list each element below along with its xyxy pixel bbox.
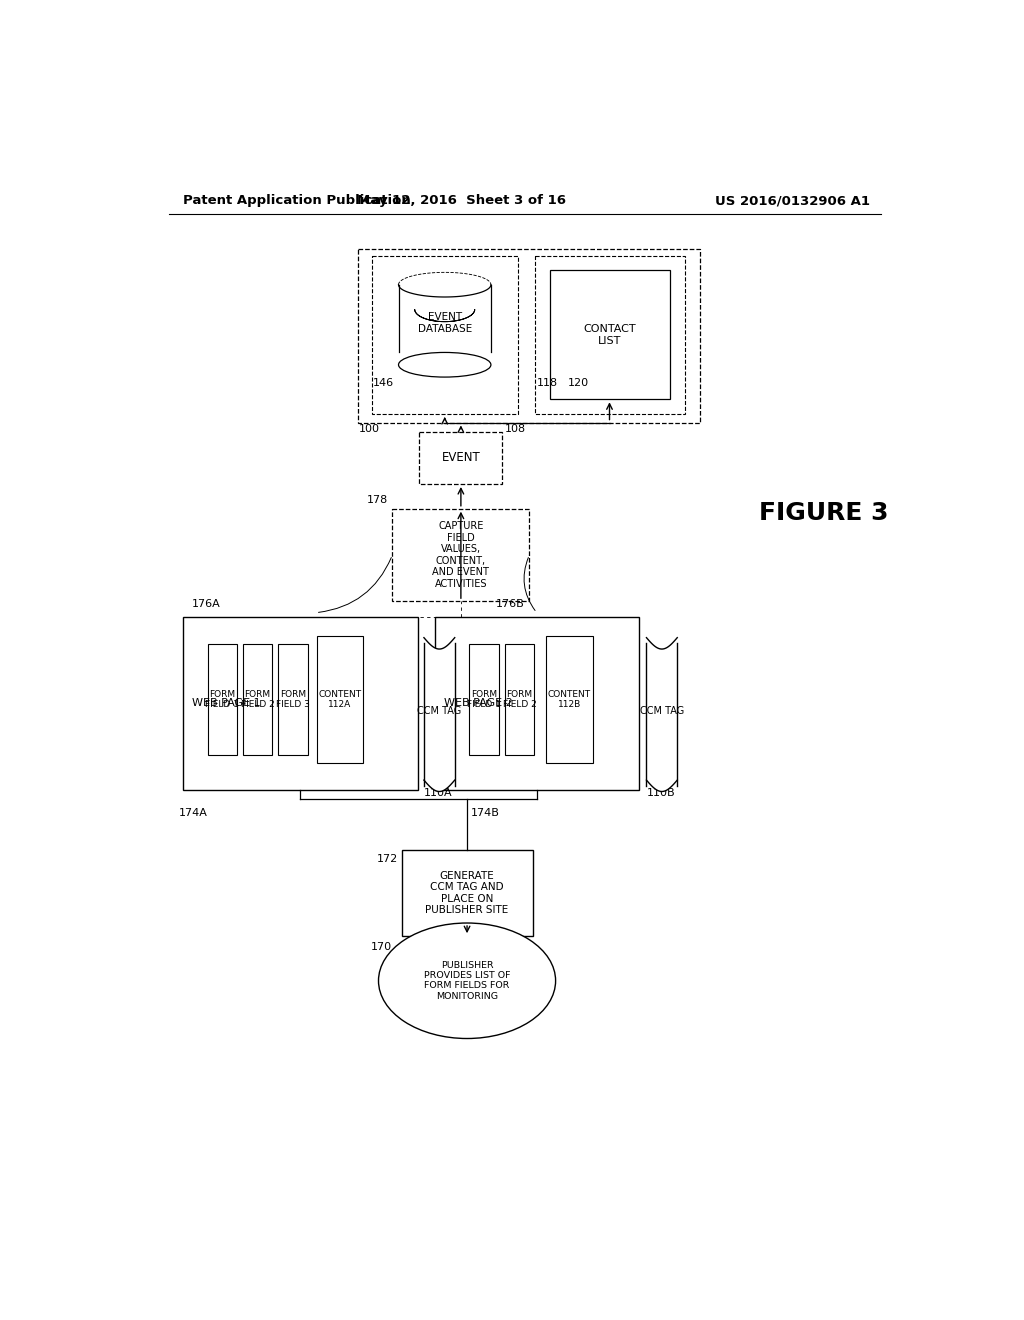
Text: 118: 118 bbox=[537, 378, 557, 388]
Bar bbox=[505, 644, 535, 755]
Text: EVENT: EVENT bbox=[441, 451, 480, 465]
Text: 176B: 176B bbox=[497, 599, 525, 609]
Bar bbox=[243, 644, 272, 755]
Bar bbox=[279, 644, 307, 755]
Bar bbox=[469, 644, 499, 755]
Text: EVENT
DATABASE: EVENT DATABASE bbox=[418, 313, 472, 334]
Bar bbox=[435, 616, 639, 789]
Text: Patent Application Publication: Patent Application Publication bbox=[183, 194, 411, 207]
Bar bbox=[208, 644, 237, 755]
Bar bbox=[392, 508, 529, 601]
Text: FORM
FIELD 1: FORM FIELD 1 bbox=[467, 689, 501, 709]
Bar bbox=[357, 249, 700, 422]
Text: FORM
FIELD 2: FORM FIELD 2 bbox=[241, 689, 274, 709]
Polygon shape bbox=[415, 309, 475, 322]
Bar bbox=[183, 616, 418, 789]
Text: PUBLISHER
PROVIDES LIST OF
FORM FIELDS FOR
MONITORING: PUBLISHER PROVIDES LIST OF FORM FIELDS F… bbox=[424, 961, 510, 1001]
Text: CCM TAG: CCM TAG bbox=[417, 706, 462, 715]
Text: 100: 100 bbox=[359, 424, 380, 434]
Text: May 12, 2016  Sheet 3 of 16: May 12, 2016 Sheet 3 of 16 bbox=[357, 194, 566, 207]
Text: WEB PAGE 2: WEB PAGE 2 bbox=[444, 698, 513, 708]
Bar bbox=[316, 636, 364, 763]
Text: 176A: 176A bbox=[193, 599, 221, 609]
Text: FORM
FIELD 2: FORM FIELD 2 bbox=[503, 689, 537, 709]
Text: GENERATE
CCM TAG AND
PLACE ON
PUBLISHER SITE: GENERATE CCM TAG AND PLACE ON PUBLISHER … bbox=[425, 871, 509, 915]
Text: 174A: 174A bbox=[179, 808, 208, 818]
Bar bbox=[401, 850, 532, 936]
Text: 174B: 174B bbox=[471, 808, 500, 818]
Text: FORM
FIELD 3: FORM FIELD 3 bbox=[276, 689, 310, 709]
Text: 110B: 110B bbox=[646, 788, 675, 799]
Bar bbox=[535, 256, 685, 414]
Text: CONTACT
LIST: CONTACT LIST bbox=[584, 323, 636, 346]
Text: 172: 172 bbox=[377, 854, 397, 863]
Polygon shape bbox=[646, 638, 677, 792]
Ellipse shape bbox=[379, 923, 556, 1039]
Text: CONTENT
112B: CONTENT 112B bbox=[548, 689, 591, 709]
Text: US 2016/0132906 A1: US 2016/0132906 A1 bbox=[715, 194, 870, 207]
Text: FORM
FIELD 1: FORM FIELD 1 bbox=[205, 689, 240, 709]
Ellipse shape bbox=[398, 352, 490, 378]
Text: CAPTURE
FIELD
VALUES,
CONTENT,
AND EVENT
ACTIVITIES: CAPTURE FIELD VALUES, CONTENT, AND EVENT… bbox=[432, 521, 489, 589]
Text: FIGURE 3: FIGURE 3 bbox=[759, 500, 888, 524]
Text: 146: 146 bbox=[373, 378, 394, 388]
Text: 108: 108 bbox=[505, 424, 526, 434]
Bar bbox=[419, 432, 503, 484]
Text: 170: 170 bbox=[371, 942, 392, 952]
Text: 120: 120 bbox=[568, 378, 589, 388]
Text: CCM TAG: CCM TAG bbox=[640, 706, 684, 715]
Text: CONTENT
112A: CONTENT 112A bbox=[318, 689, 361, 709]
Text: 110A: 110A bbox=[424, 788, 453, 799]
Text: WEB PAGE 1: WEB PAGE 1 bbox=[193, 698, 261, 708]
Text: 178: 178 bbox=[368, 495, 388, 506]
Bar bbox=[372, 256, 518, 414]
Bar bbox=[547, 636, 593, 763]
Bar bbox=[550, 271, 670, 400]
Polygon shape bbox=[424, 638, 455, 792]
